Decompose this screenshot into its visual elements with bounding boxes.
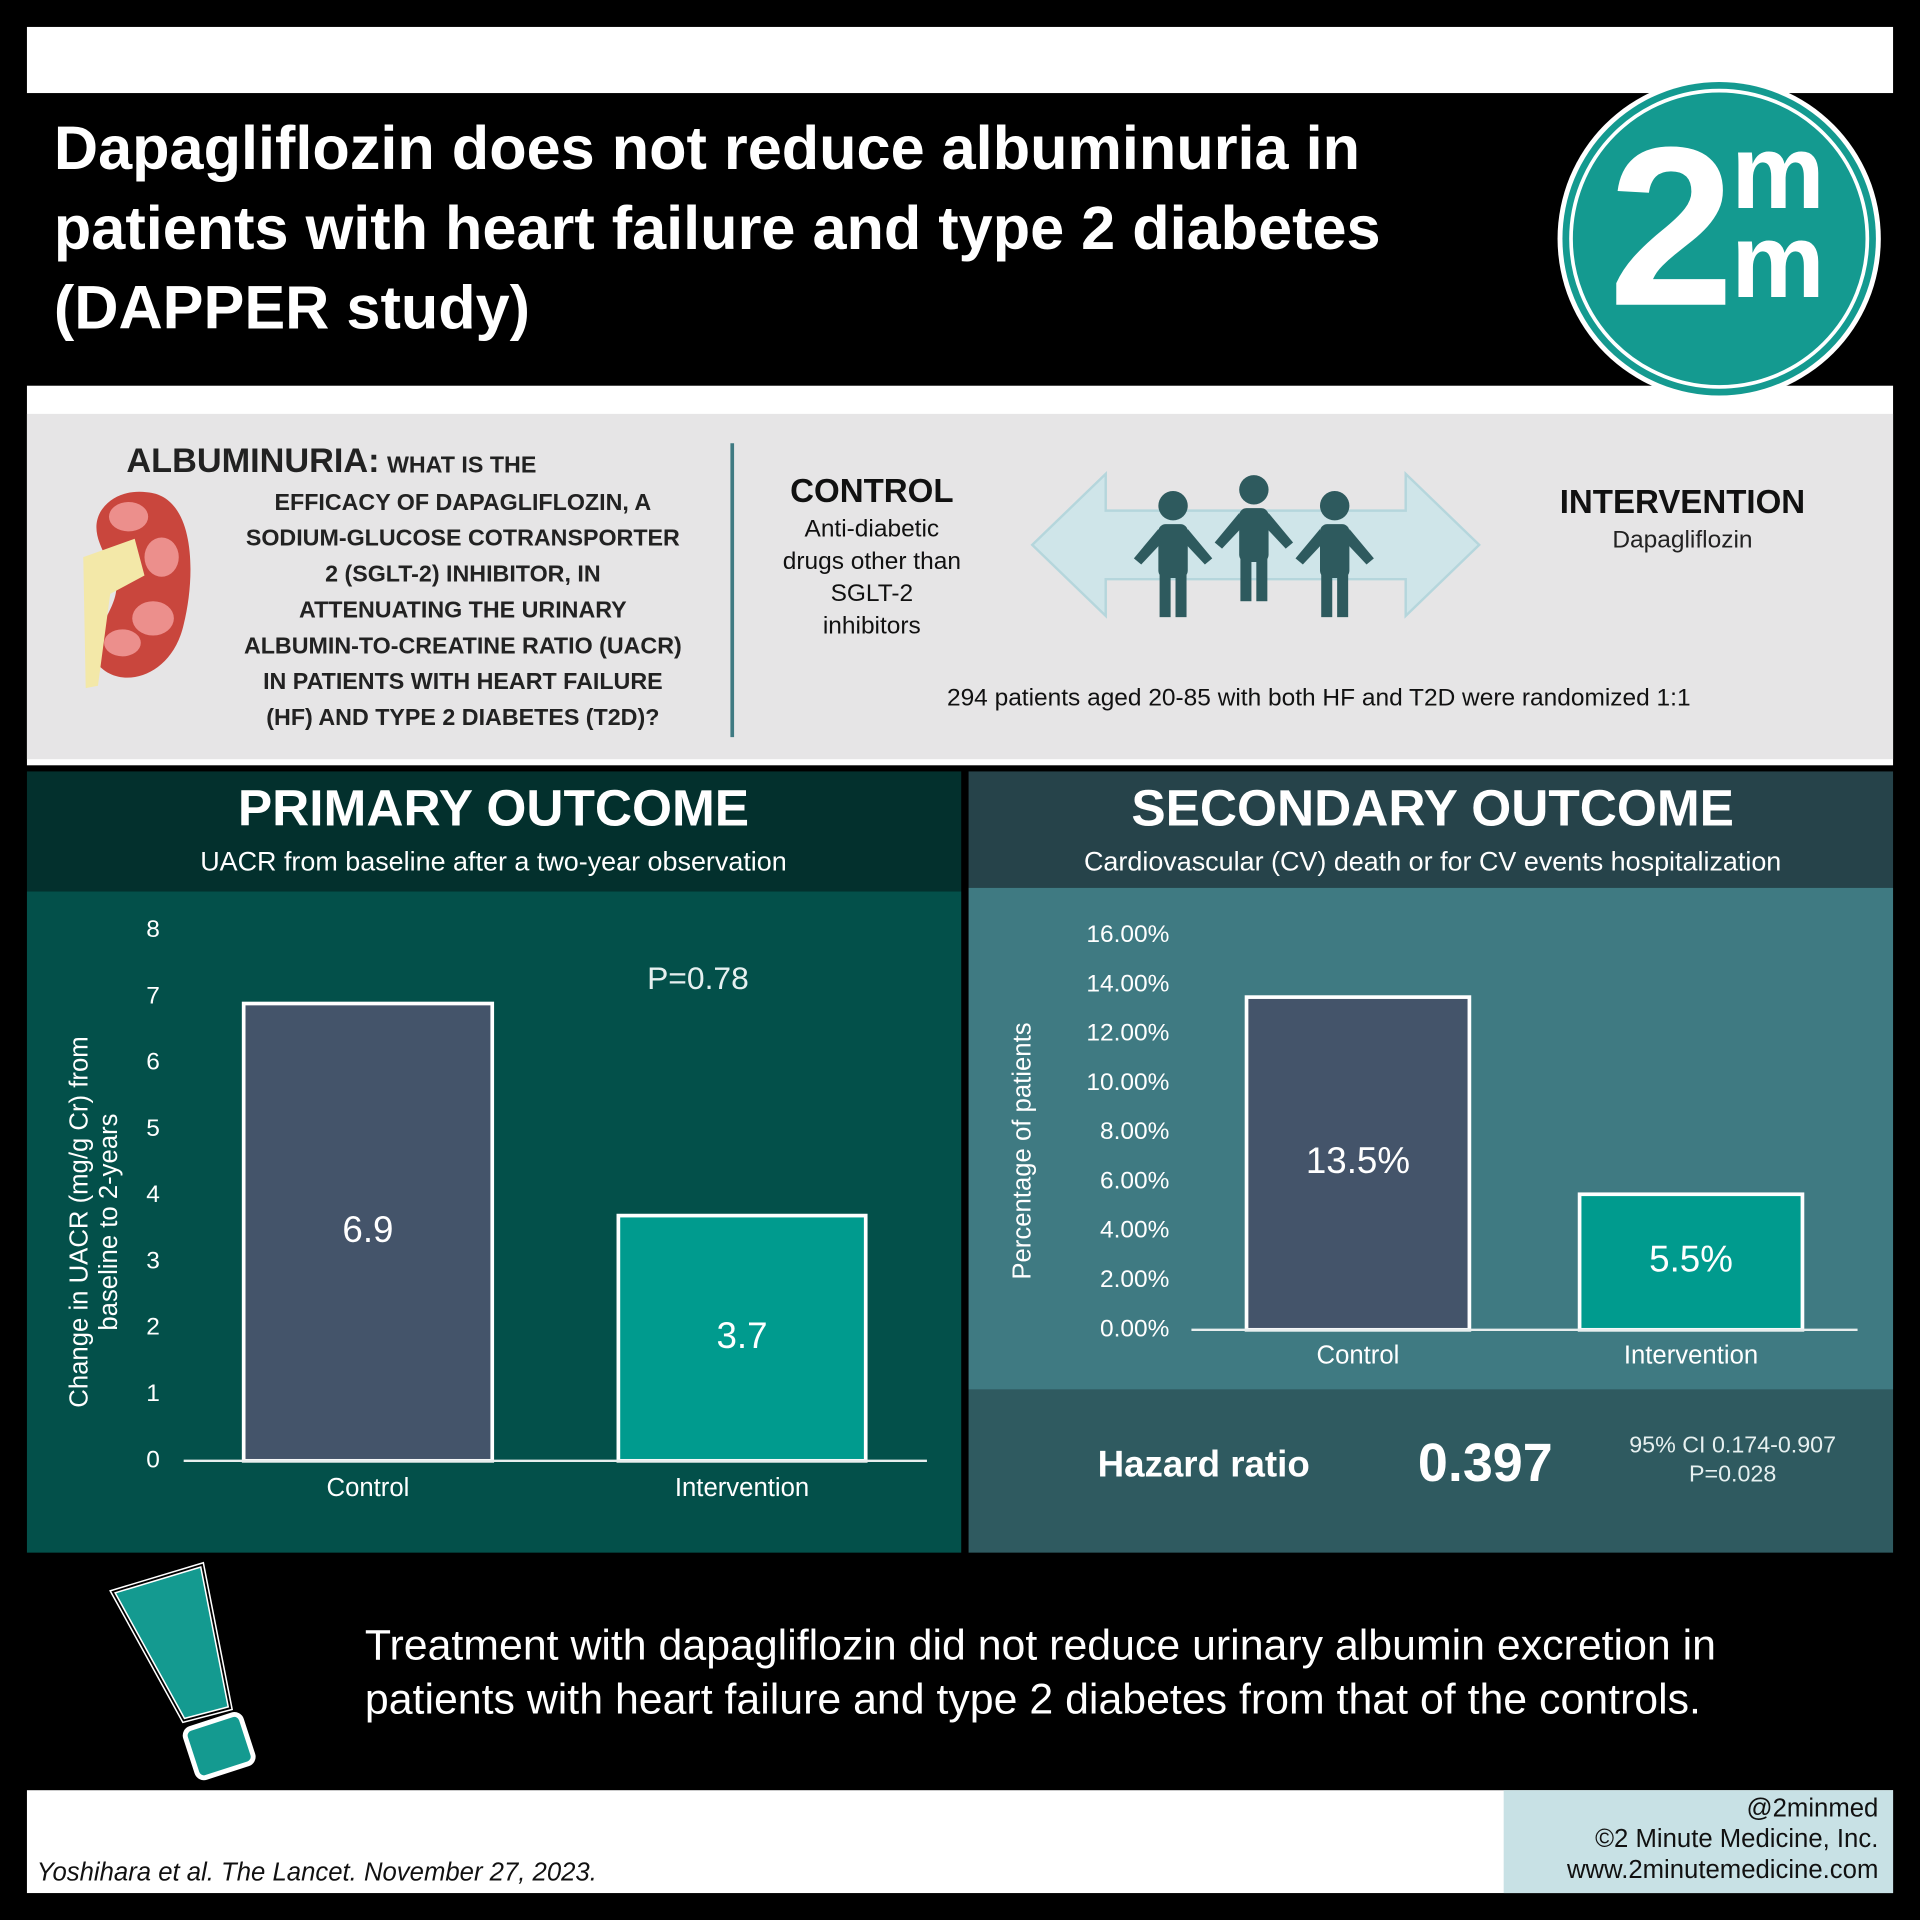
y-tick-label: 12.00% — [1086, 1020, 1169, 1047]
credit-line: @2minmed — [1747, 1795, 1879, 1823]
control-line: Anti-diabetic — [805, 516, 940, 543]
people-icon — [1133, 475, 1374, 618]
question-line: WHAT IS THE — [387, 452, 536, 478]
y-tick-label: 2.00% — [1100, 1266, 1169, 1293]
y-tick-label: 1 — [146, 1380, 160, 1407]
chart-subtitle: Cardiovascular (CV) death or for CV even… — [1084, 846, 1781, 876]
intervention-line: Dapagliflozin — [1612, 527, 1752, 554]
y-tick-label: 8 — [146, 916, 160, 943]
y-tick-label: 6 — [146, 1049, 160, 1076]
question-line: EFFICACY OF DAPAGLIFLOZIN, A — [274, 489, 651, 515]
annotation: P=0.78 — [647, 960, 749, 996]
question-line: SODIUM-GLUCOSE COTRANSPORTER — [246, 525, 680, 551]
study-panel — [26, 413, 1894, 760]
logo-letter: m — [1731, 114, 1825, 231]
question-line: 2 (SGLT-2) INHIBITOR, IN — [325, 561, 601, 587]
value-label: 13.5% — [1306, 1140, 1410, 1181]
y-tick-label: 8.00% — [1100, 1118, 1169, 1145]
conclusion-line: Treatment with dapagliflozin did not red… — [365, 1621, 1716, 1669]
exclamation-icon — [109, 1561, 256, 1781]
conclusion-line: patients with heart failure and type 2 d… — [365, 1675, 1701, 1723]
x-tick-label: Control — [1317, 1342, 1400, 1370]
y-tick-label: 6.00% — [1100, 1167, 1169, 1194]
y-axis-label: Change in UACR (mg/g Cr) from — [66, 1036, 94, 1407]
title-line: Dapagliflozin does not reduce albuminuri… — [54, 114, 1360, 182]
y-axis-label: baseline to 2-years — [95, 1113, 123, 1330]
control-line: drugs other than — [783, 548, 961, 575]
value-label: 3.7 — [717, 1315, 768, 1356]
chart-title: PRIMARY OUTCOME — [238, 778, 749, 836]
chart-subtitle: UACR from baseline after a two-year obse… — [200, 846, 787, 876]
credit-line: ©2 Minute Medicine, Inc. — [1595, 1825, 1878, 1853]
y-tick-label: 5 — [146, 1115, 160, 1142]
x-tick-label: Control — [327, 1474, 410, 1502]
control-line: SGLT-2 — [831, 580, 914, 607]
question-line: IN PATIENTS WITH HEART FAILURE — [263, 668, 663, 694]
value-label: 5.5% — [1649, 1239, 1733, 1280]
logo-letter: m — [1731, 203, 1825, 320]
y-tick-label: 4 — [146, 1181, 160, 1208]
y-tick-label: 0 — [146, 1446, 160, 1473]
hazard-p: P=0.028 — [1689, 1461, 1776, 1487]
hazard-panel — [968, 1389, 1894, 1553]
question-line: ATTENUATING THE URINARY — [299, 596, 627, 622]
hazard-label: Hazard ratio — [1098, 1444, 1310, 1485]
y-axis-label: Percentage of patients — [1008, 1022, 1036, 1279]
question-line: (HF) AND TYPE 2 DIABETES (T2D)? — [266, 704, 659, 730]
credit-line: www.2minutemedicine.com — [1566, 1856, 1878, 1884]
title-line: (DAPPER study) — [54, 273, 530, 341]
logo-circle — [1562, 82, 1876, 396]
x-tick-label: Intervention — [1624, 1342, 1758, 1370]
y-tick-label: 0.00% — [1100, 1315, 1169, 1342]
y-tick-label: 10.00% — [1086, 1069, 1169, 1096]
y-tick-label: 16.00% — [1086, 921, 1169, 948]
control-title: CONTROL — [790, 473, 953, 510]
secondary-header — [968, 771, 1894, 888]
bar — [241, 1001, 495, 1463]
bar — [616, 1213, 868, 1463]
citation: Yoshihara et al. The Lancet. November 27… — [37, 1858, 597, 1886]
hazard-ci: 95% CI 0.174-0.907 — [1629, 1431, 1836, 1457]
y-tick-label: 14.00% — [1086, 970, 1169, 997]
y-tick-label: 3 — [146, 1247, 160, 1274]
x-tick-label: Intervention — [675, 1474, 809, 1502]
control-line: inhibitors — [823, 612, 921, 639]
value-label: 6.9 — [342, 1209, 393, 1250]
y-tick-label: 2 — [146, 1314, 160, 1341]
y-tick-label: 7 — [146, 982, 160, 1009]
primary-header — [26, 771, 962, 892]
question-lead: ALBUMINURIA: — [126, 442, 379, 480]
question-line: ALBUMIN-TO-CREATINE RATIO (UACR) — [244, 632, 682, 658]
credits-box — [1503, 1790, 1894, 1894]
y-tick-label: 4.00% — [1100, 1217, 1169, 1244]
study-note: 294 patients aged 20-85 with both HF and… — [947, 685, 1691, 712]
title-line: patients with heart failure and type 2 d… — [54, 194, 1381, 262]
logo-numeral: 2 — [1608, 101, 1734, 354]
top-strip — [26, 26, 1894, 94]
logo-ring — [1569, 88, 1870, 389]
kidney-icon — [83, 491, 191, 689]
chart-title: SECONDARY OUTCOME — [1131, 778, 1734, 836]
intervention-title: INTERVENTION — [1560, 484, 1805, 521]
hazard-value: 0.397 — [1418, 1433, 1553, 1493]
